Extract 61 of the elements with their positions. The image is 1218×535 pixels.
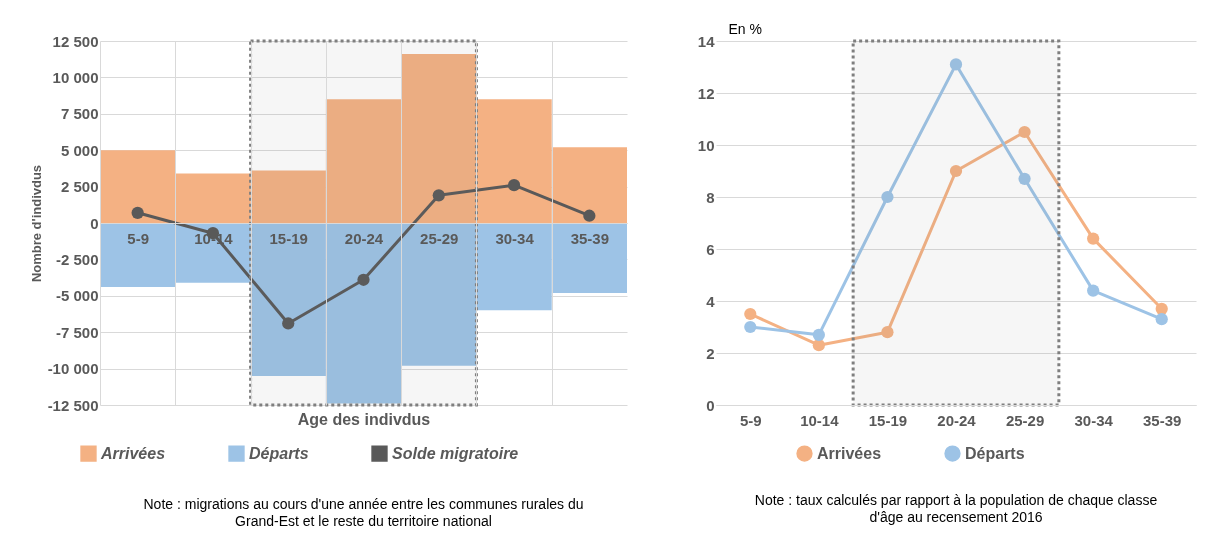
x-axis-title: Age des indivdus	[297, 410, 431, 428]
point	[282, 317, 295, 330]
y-tick-label: 2	[706, 344, 715, 362]
point	[744, 320, 757, 334]
legend-label: Départs	[965, 444, 1025, 462]
x-tick-label: 20-24	[937, 411, 977, 429]
y-tick-label: 2 500	[60, 178, 99, 196]
y-tick-label: -2 500	[55, 250, 99, 268]
point	[357, 273, 370, 286]
legend-label: Arrivées	[100, 444, 166, 462]
y-tick-label: 5 000	[60, 141, 99, 159]
y-axis-title: En %	[728, 20, 762, 37]
y-tick-label: 8	[706, 188, 715, 206]
point	[1155, 313, 1168, 326]
point	[1087, 284, 1100, 297]
point	[1087, 232, 1100, 245]
point	[949, 58, 963, 71]
y-tick-label: 0	[706, 396, 715, 414]
legend-label: Départs	[249, 444, 309, 462]
x-tick-label: 30-34	[1074, 411, 1114, 429]
x-tick-label: 20-24	[344, 229, 384, 247]
y-tick-label: 14	[697, 32, 716, 50]
y-tick-label: 10	[697, 136, 715, 154]
text: Note : taux calculés par rapport à la population de chaque classe d'âge au recensement 2016	[754, 492, 1158, 525]
point	[131, 206, 144, 219]
y-tick-label: 0	[90, 214, 99, 232]
point	[507, 179, 521, 192]
y-tick-label: 4	[706, 292, 716, 310]
y-tick-label: 7 500	[60, 105, 99, 123]
legend-label: Solde migratoire	[392, 444, 519, 462]
point	[744, 307, 757, 321]
y-tick-label: -12 500	[47, 396, 99, 414]
y-tick-label: -10 000	[47, 360, 99, 378]
point	[949, 164, 963, 178]
point	[881, 326, 894, 339]
y-tick-label: 12 500	[52, 32, 99, 50]
x-tick-label: 10-14	[800, 411, 840, 429]
point	[812, 339, 825, 352]
x-tick-label: 30-34	[495, 229, 535, 247]
y-tick-label: -7 500	[55, 323, 99, 341]
point	[583, 209, 596, 222]
text: Note : migrations au cours d'une année entre les communes rurales du Grand-Est et le reste du territoire national	[143, 496, 584, 529]
point	[1018, 172, 1031, 185]
x-tick-label: 15-19	[868, 411, 908, 429]
y-axis-title: Nombre d'indivdus	[28, 164, 44, 283]
x-tick-label: 5-9	[127, 229, 149, 247]
point	[812, 328, 825, 341]
x-tick-label: 5-9	[739, 411, 762, 429]
x-tick-label: 35-39	[1143, 411, 1182, 429]
legend-label: Arrivées	[817, 444, 882, 462]
point	[432, 189, 445, 202]
y-tick-label: 12	[697, 84, 715, 102]
x-tick-label: 25-29	[1005, 411, 1045, 429]
y-tick-label: 6	[706, 240, 715, 258]
x-tick-label: 35-39	[570, 229, 610, 247]
point	[1018, 125, 1031, 139]
x-tick-label: 25-29	[420, 229, 459, 247]
y-tick-label: 10 000	[52, 68, 99, 86]
point	[881, 190, 894, 204]
x-tick-label: 15-19	[269, 229, 308, 247]
y-tick-label: -5 000	[55, 287, 99, 305]
